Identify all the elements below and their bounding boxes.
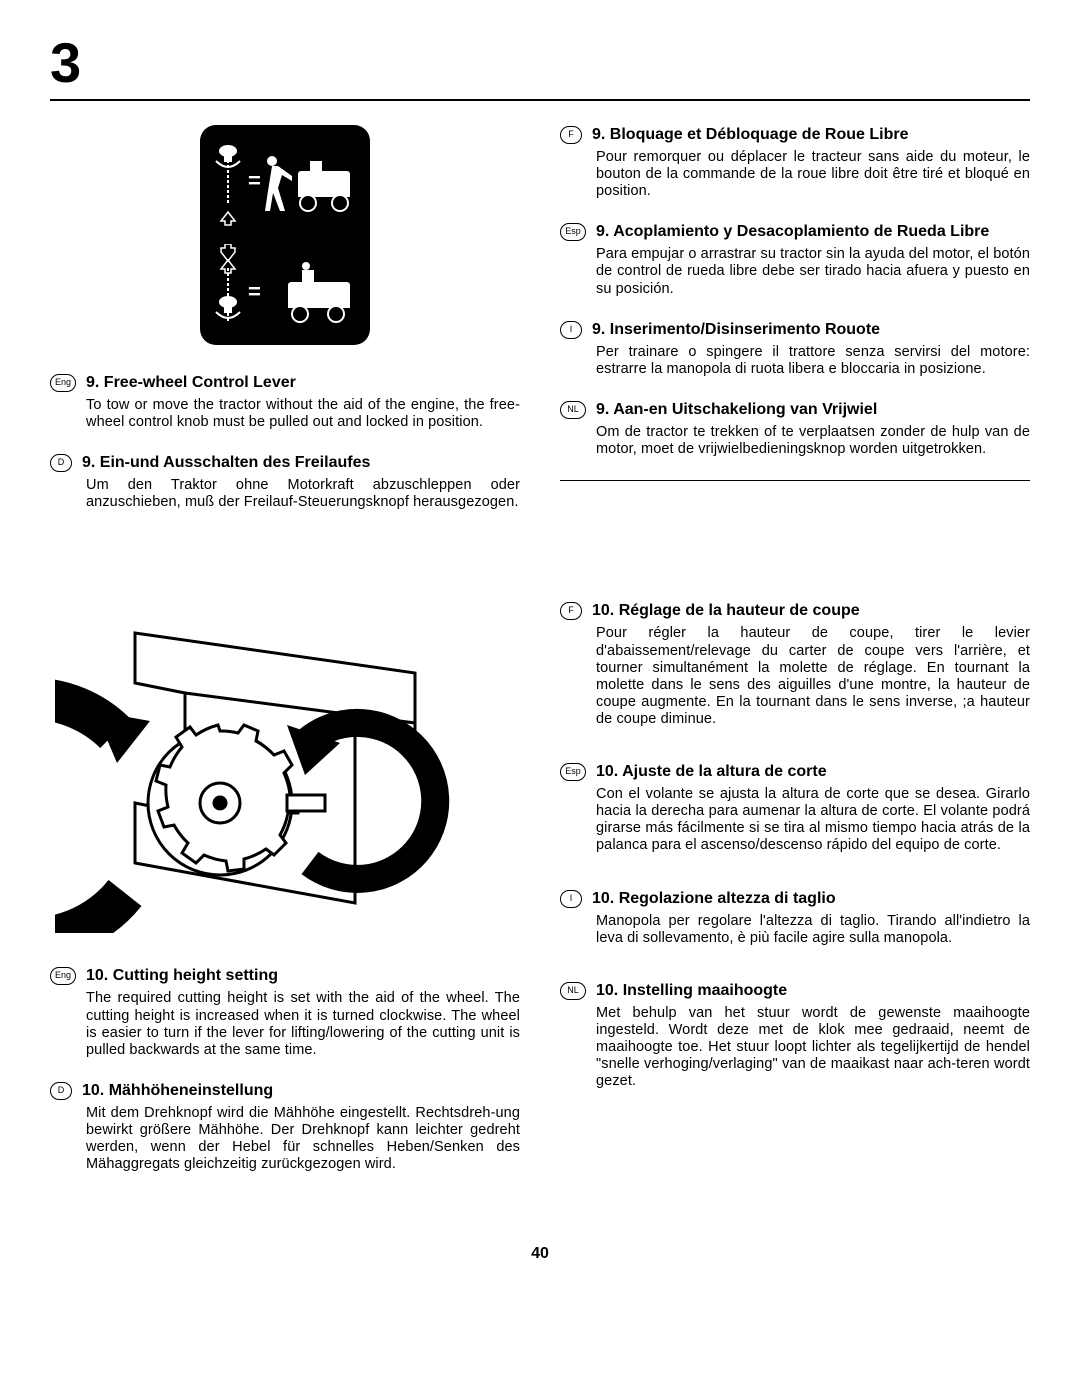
section-title: 9. Inserimento/Disinserimento Rouote	[592, 320, 880, 340]
section-eng-10: Eng 10. Cutting height setting The requi…	[50, 966, 520, 1058]
section-title: 10. Mähhöheneinstellung	[82, 1081, 273, 1101]
section-f-9: F 9. Bloquage et Débloquage de Roue Libr…	[560, 125, 1030, 200]
lang-badge-esp: Esp	[560, 763, 586, 781]
lang-badge-i: I	[560, 890, 582, 908]
lower-left-column: Eng 10. Cutting height setting The requi…	[50, 543, 520, 1195]
lang-badge-esp: Esp	[560, 223, 586, 241]
section-body: Met behulp van het stuur wordt de gewens…	[596, 1005, 1030, 1091]
freewheel-icon-top: =	[210, 133, 360, 228]
mid-rule	[560, 480, 1030, 481]
section-body: Para empujar o arrastrar su tractor sin …	[596, 246, 1030, 297]
upper-left-column: =	[50, 125, 520, 533]
lang-badge-nl: NL	[560, 401, 586, 419]
section-esp-9: Esp 9. Acoplamiento y Desacoplamiento de…	[560, 222, 1030, 297]
knob-illustration	[50, 603, 460, 938]
chapter-number: 3	[50, 30, 1030, 95]
section-title: 10. Instelling maaihoogte	[596, 981, 787, 1001]
section-body: The required cutting height is set with …	[86, 990, 520, 1058]
section-body: To tow or move the tractor without the a…	[86, 397, 520, 431]
lower-columns: Eng 10. Cutting height setting The requi…	[50, 543, 1030, 1195]
lang-badge-i: I	[560, 321, 582, 339]
section-body: Pour remorquer ou déplacer le tracteur s…	[596, 149, 1030, 200]
section-body: Per trainare o spingere il trattore senz…	[596, 344, 1030, 378]
freewheel-icon-bottom: =	[210, 244, 360, 339]
section-body: Om de tractor te trekken of te verplaats…	[596, 424, 1030, 458]
section-title: 9. Bloquage et Débloquage de Roue Libre	[592, 125, 908, 145]
section-title: 10. Ajuste de la altura de corte	[596, 762, 827, 782]
lang-badge-d: D	[50, 454, 72, 472]
section-body: Um den Traktor ohne Motorkraft abzuschle…	[86, 477, 520, 511]
section-esp-10: Esp 10. Ajuste de la altura de corte Con…	[560, 762, 1030, 854]
lang-badge-f: F	[560, 602, 582, 620]
section-title: 10. Réglage de la hauteur de coupe	[592, 601, 860, 621]
upper-columns: =	[50, 125, 1030, 533]
section-title: 9. Free-wheel Control Lever	[86, 373, 296, 393]
section-title: 9. Aan-en Uitschakeliong van Vrijwiel	[596, 400, 877, 420]
upper-right-column: F 9. Bloquage et Débloquage de Roue Libr…	[560, 125, 1030, 533]
section-body: Con el volante se ajusta la altura de co…	[596, 786, 1030, 854]
section-body: Manopola per regolare l'altezza di tagli…	[596, 913, 1030, 947]
lang-badge-eng: Eng	[50, 967, 76, 985]
section-body: Pour régler la hauteur de coupe, tirer l…	[596, 625, 1030, 728]
page-number: 40	[50, 1245, 1030, 1263]
section-i-9: I 9. Inserimento/Disinserimento Rouote P…	[560, 320, 1030, 378]
top-rule	[50, 99, 1030, 101]
lang-badge-f: F	[560, 126, 582, 144]
section-title: 10. Cutting height setting	[86, 966, 278, 986]
svg-text:=: =	[248, 168, 261, 193]
lang-badge-d: D	[50, 1082, 72, 1100]
freewheel-illustration: =	[200, 125, 370, 345]
section-d-9: D 9. Ein-und Ausschalten des Freilaufes …	[50, 453, 520, 511]
lang-badge-eng: Eng	[50, 374, 76, 392]
section-title: 9. Ein-und Ausschalten des Freilaufes	[82, 453, 370, 473]
section-nl-9: NL 9. Aan-en Uitschakeliong van Vrijwiel…	[560, 400, 1030, 458]
section-d-10: D 10. Mähhöheneinstellung Mit dem Drehkn…	[50, 1081, 520, 1173]
section-i-10: I 10. Regolazione altezza di taglio Mano…	[560, 889, 1030, 947]
section-title: 9. Acoplamiento y Desacoplamiento de Rue…	[596, 222, 989, 242]
lang-badge-nl: NL	[560, 982, 586, 1000]
section-title: 10. Regolazione altezza di taglio	[592, 889, 836, 909]
section-eng-9: Eng 9. Free-wheel Control Lever To tow o…	[50, 373, 520, 431]
section-nl-10: NL 10. Instelling maaihoogte Met behulp …	[560, 981, 1030, 1091]
section-body: Mit dem Drehknopf wird die Mähhöhe einge…	[86, 1105, 520, 1173]
svg-text:=: =	[248, 279, 261, 304]
lower-right-column: F 10. Réglage de la hauteur de coupe Pou…	[560, 543, 1030, 1195]
section-f-10: F 10. Réglage de la hauteur de coupe Pou…	[560, 601, 1030, 728]
